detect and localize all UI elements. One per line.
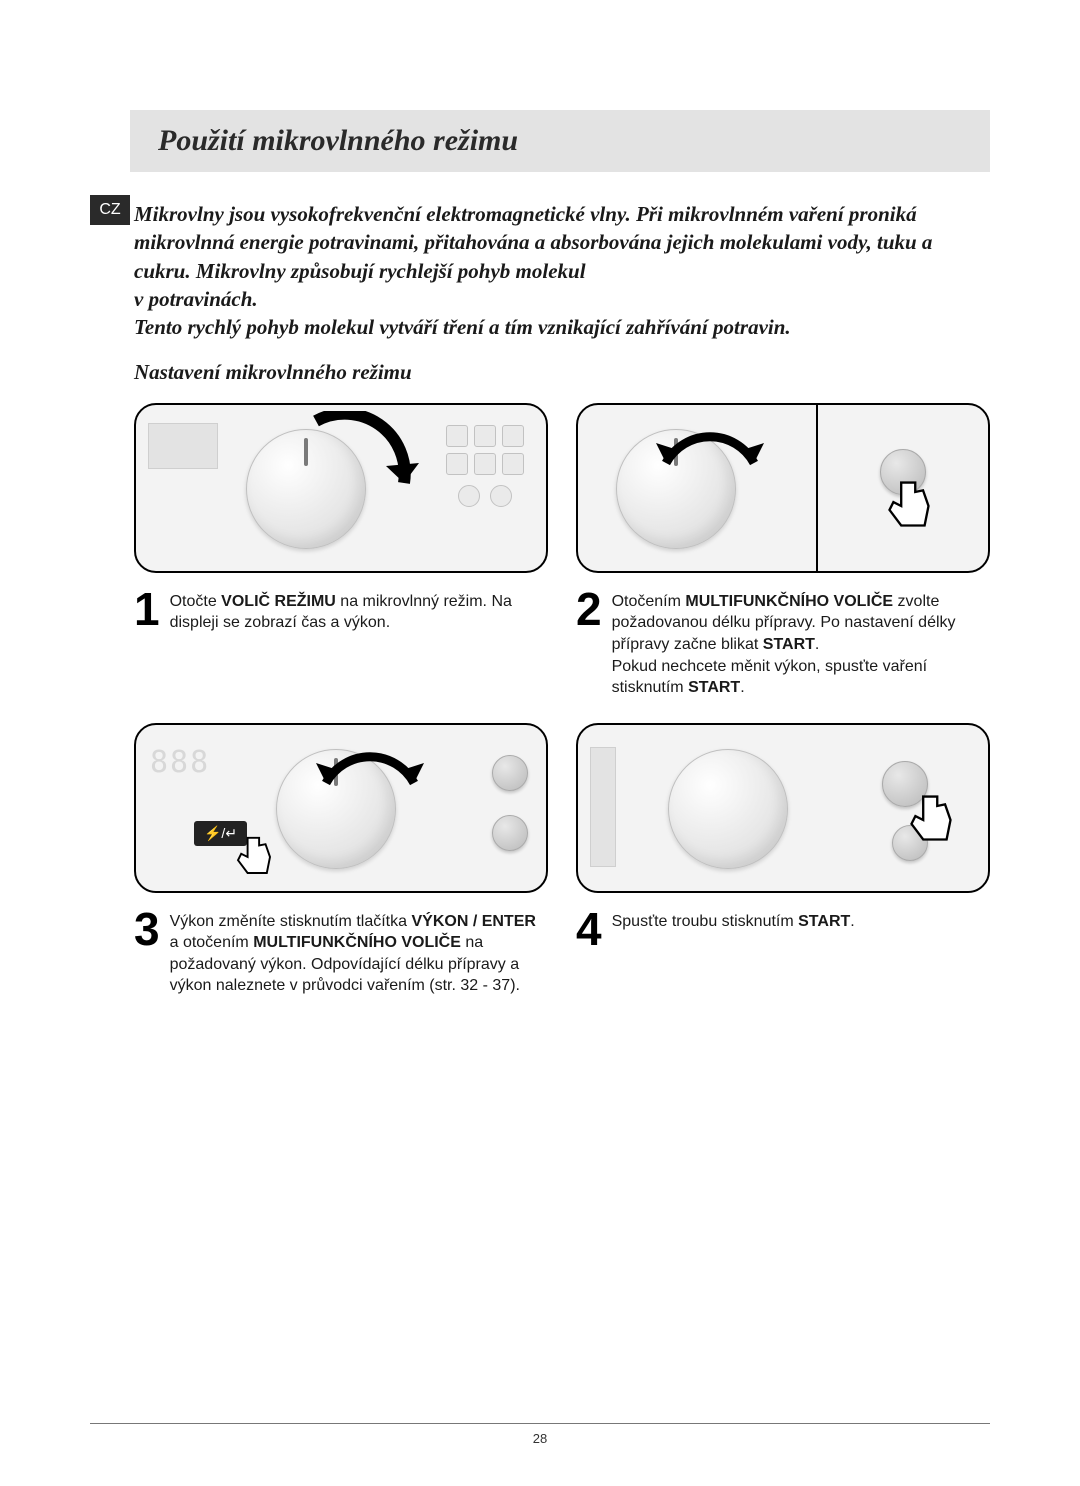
step-4-figure	[576, 723, 990, 893]
step-text: Otočením MULTIFUNKČNÍHO VOLIČE zvolte po…	[612, 589, 990, 699]
title-bar: Použití mikrovlnného režimu	[130, 110, 990, 172]
hand-press-icon	[892, 781, 970, 859]
step-number: 2	[576, 589, 602, 630]
display-panel	[148, 423, 218, 469]
panel-button	[490, 485, 512, 507]
step-2-cell: 2 Otočením MULTIFUNKČNÍHO VOLIČE zvolte …	[576, 403, 990, 699]
page-title: Použití mikrovlnného režimu	[158, 124, 962, 158]
segment-display: 888	[150, 745, 210, 780]
panel-button	[502, 453, 524, 475]
multi-dial	[668, 749, 788, 869]
intro-paragraph-2: v potravinách.	[134, 285, 990, 313]
panel-button	[502, 425, 524, 447]
round-button-icon	[492, 815, 528, 851]
panel-button	[446, 453, 468, 475]
step-2-figure	[576, 403, 990, 573]
step-text: Otočte VOLIČ REŽIMU na mikrovlnný režim.…	[170, 589, 548, 634]
rotate-bidir-arrow-icon	[646, 403, 776, 503]
page-number: 28	[0, 1431, 1080, 1446]
footer-rule	[90, 1423, 990, 1424]
panel-button	[458, 485, 480, 507]
side-panel	[590, 747, 616, 867]
rotate-bidir-arrow-icon	[306, 723, 436, 823]
round-button-icon	[492, 755, 528, 791]
rotate-arrow-icon	[286, 411, 436, 561]
intro-paragraph-1: Mikrovlny jsou vysokofrekvenční elektrom…	[134, 200, 990, 285]
hand-press-icon	[222, 825, 286, 889]
step-3-cell: 888 ⚡/↵ 3 Výkon změníte	[134, 723, 548, 997]
step-number: 4	[576, 909, 602, 950]
step-4-cell: 4 Spusťte troubu stisknutím START.	[576, 723, 990, 997]
panel-button	[474, 453, 496, 475]
step-3-figure: 888 ⚡/↵	[134, 723, 548, 893]
step-text: Spusťte troubu stisknutím START.	[612, 909, 855, 933]
intro-text: Mikrovlny jsou vysokofrekvenční elektrom…	[134, 200, 990, 342]
steps-grid: 1 Otočte VOLIČ REŽIMU na mikrovlnný reži…	[134, 403, 990, 997]
panel-button	[446, 425, 468, 447]
panel-button	[474, 425, 496, 447]
step-4: 4 Spusťte troubu stisknutím START.	[576, 909, 990, 950]
step-text: Výkon změníte stisknutím tlačítka VÝKON …	[170, 909, 548, 997]
step-number: 1	[134, 589, 160, 630]
step-number: 3	[134, 909, 160, 950]
step-1: 1 Otočte VOLIČ REŽIMU na mikrovlnný reži…	[134, 589, 548, 634]
step-1-figure	[134, 403, 548, 573]
language-tag: CZ	[90, 195, 130, 225]
step-3: 3 Výkon změníte stisknutím tlačítka VÝKO…	[134, 909, 548, 997]
step-1-cell: 1 Otočte VOLIČ REŽIMU na mikrovlnný reži…	[134, 403, 548, 699]
hand-press-icon	[870, 467, 948, 545]
step-2: 2 Otočením MULTIFUNKČNÍHO VOLIČE zvolte …	[576, 589, 990, 699]
intro-paragraph-3: Tento rychlý pohyb molekul vytváří tření…	[134, 313, 990, 341]
section-subhead: Nastavení mikrovlnného režimu	[134, 360, 990, 385]
